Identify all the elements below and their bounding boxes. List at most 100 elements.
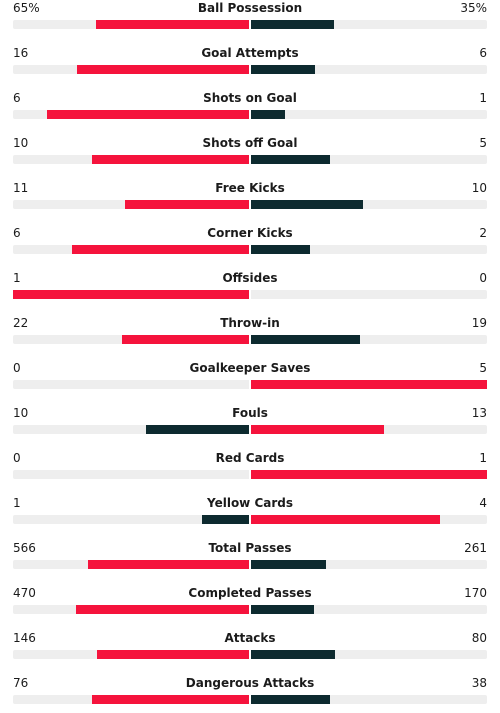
away-bar-fill xyxy=(251,560,326,569)
stat-name: Attacks xyxy=(224,631,276,645)
home-value: 146 xyxy=(13,631,36,645)
home-value: 65% xyxy=(13,1,40,15)
away-bar-track xyxy=(251,425,487,434)
stat-name: Total Passes xyxy=(208,541,292,555)
home-bar-fill xyxy=(146,425,249,434)
away-bar-track xyxy=(251,380,487,389)
stat-row: 566 Total Passes 261 xyxy=(0,533,500,578)
away-bar-fill xyxy=(251,515,440,524)
stat-row: 10 Shots off Goal 5 xyxy=(0,128,500,173)
stat-name: Goalkeeper Saves xyxy=(189,361,311,375)
away-bar-track xyxy=(251,245,487,254)
home-value: 16 xyxy=(13,46,29,60)
away-value: 4 xyxy=(479,496,487,510)
home-value: 10 xyxy=(13,136,29,150)
home-bar-fill xyxy=(77,65,249,74)
away-bar-fill xyxy=(251,470,487,479)
home-bar-fill xyxy=(75,605,249,614)
stat-name: Offsides xyxy=(222,271,278,285)
stat-name: Yellow Cards xyxy=(206,496,293,510)
away-value: 1 xyxy=(479,91,487,105)
away-bar-track xyxy=(251,335,487,344)
home-bar-track xyxy=(13,65,249,74)
stat-row: 0 Goalkeeper Saves 5 xyxy=(0,353,500,398)
stat-name: Dangerous Attacks xyxy=(185,676,315,690)
away-bar-fill xyxy=(251,380,487,389)
home-bar-fill xyxy=(95,20,249,29)
away-value: 13 xyxy=(471,406,487,420)
stat-name: Shots off Goal xyxy=(202,136,298,150)
away-value: 38 xyxy=(471,676,487,690)
away-bar-track xyxy=(251,470,487,479)
stat-name: Throw-in xyxy=(220,316,280,330)
away-value: 0 xyxy=(479,271,487,285)
home-bar-track xyxy=(13,200,249,209)
away-bar-fill xyxy=(251,245,310,254)
away-bar-track xyxy=(251,515,487,524)
home-bar-track xyxy=(13,605,249,614)
home-bar-track xyxy=(13,380,249,389)
away-bar-track xyxy=(251,110,487,119)
home-value: 470 xyxy=(13,586,36,600)
stat-row: 11 Free Kicks 10 xyxy=(0,173,500,218)
home-bar-fill xyxy=(46,110,249,119)
away-bar-track xyxy=(251,155,487,164)
stat-name: Free Kicks xyxy=(215,181,285,195)
home-value: 76 xyxy=(13,676,29,690)
away-bar-fill xyxy=(251,155,330,164)
home-value: 6 xyxy=(13,226,21,240)
away-bar-track xyxy=(251,650,487,659)
away-value: 5 xyxy=(479,136,487,150)
stat-row: 146 Attacks 80 xyxy=(0,623,500,668)
stat-name: Completed Passes xyxy=(188,586,312,600)
home-bar-track xyxy=(13,425,249,434)
away-value: 170 xyxy=(464,586,487,600)
away-bar-track xyxy=(251,605,487,614)
home-bar-track xyxy=(13,515,249,524)
home-bar-track xyxy=(13,560,249,569)
stat-name: Fouls xyxy=(232,406,268,420)
home-value: 1 xyxy=(13,271,21,285)
away-value: 19 xyxy=(471,316,487,330)
home-bar-fill xyxy=(201,515,249,524)
home-bar-fill xyxy=(125,200,249,209)
stat-row: 470 Completed Passes 170 xyxy=(0,578,500,623)
away-bar-track xyxy=(251,65,487,74)
home-bar-fill xyxy=(13,290,249,299)
home-bar-track xyxy=(13,245,249,254)
home-bar-track xyxy=(13,335,249,344)
away-bar-fill xyxy=(251,200,364,209)
stat-row: 6 Shots on Goal 1 xyxy=(0,83,500,128)
away-bar-fill xyxy=(251,65,316,74)
home-value: 6 xyxy=(13,91,21,105)
stat-row: 76 Dangerous Attacks 38 xyxy=(0,668,500,713)
stat-row: 22 Throw-in 19 xyxy=(0,308,500,353)
home-bar-track xyxy=(13,110,249,119)
stat-name: Goal Attempts xyxy=(201,46,299,60)
home-value: 11 xyxy=(13,181,29,195)
away-bar-fill xyxy=(251,425,385,434)
home-bar-track xyxy=(13,470,249,479)
home-value: 566 xyxy=(13,541,36,555)
stat-row: 6 Corner Kicks 2 xyxy=(0,218,500,263)
away-bar-track xyxy=(251,290,487,299)
stat-name: Ball Possession xyxy=(197,1,303,15)
home-value: 22 xyxy=(13,316,29,330)
home-bar-track xyxy=(13,290,249,299)
away-bar-fill xyxy=(251,20,334,29)
home-bar-track xyxy=(13,20,249,29)
home-value: 1 xyxy=(13,496,21,510)
away-bar-fill xyxy=(251,110,285,119)
away-bar-fill xyxy=(251,650,335,659)
stat-row: 1 Yellow Cards 4 xyxy=(0,488,500,533)
home-bar-fill xyxy=(87,560,249,569)
away-bar-fill xyxy=(251,335,361,344)
stat-name: Shots on Goal xyxy=(203,91,297,105)
home-bar-fill xyxy=(96,650,249,659)
stat-name: Corner Kicks xyxy=(207,226,293,240)
home-bar-track xyxy=(13,155,249,164)
away-value: 261 xyxy=(464,541,487,555)
away-value: 5 xyxy=(479,361,487,375)
stat-row: 65% Ball Possession 35% xyxy=(0,0,500,38)
